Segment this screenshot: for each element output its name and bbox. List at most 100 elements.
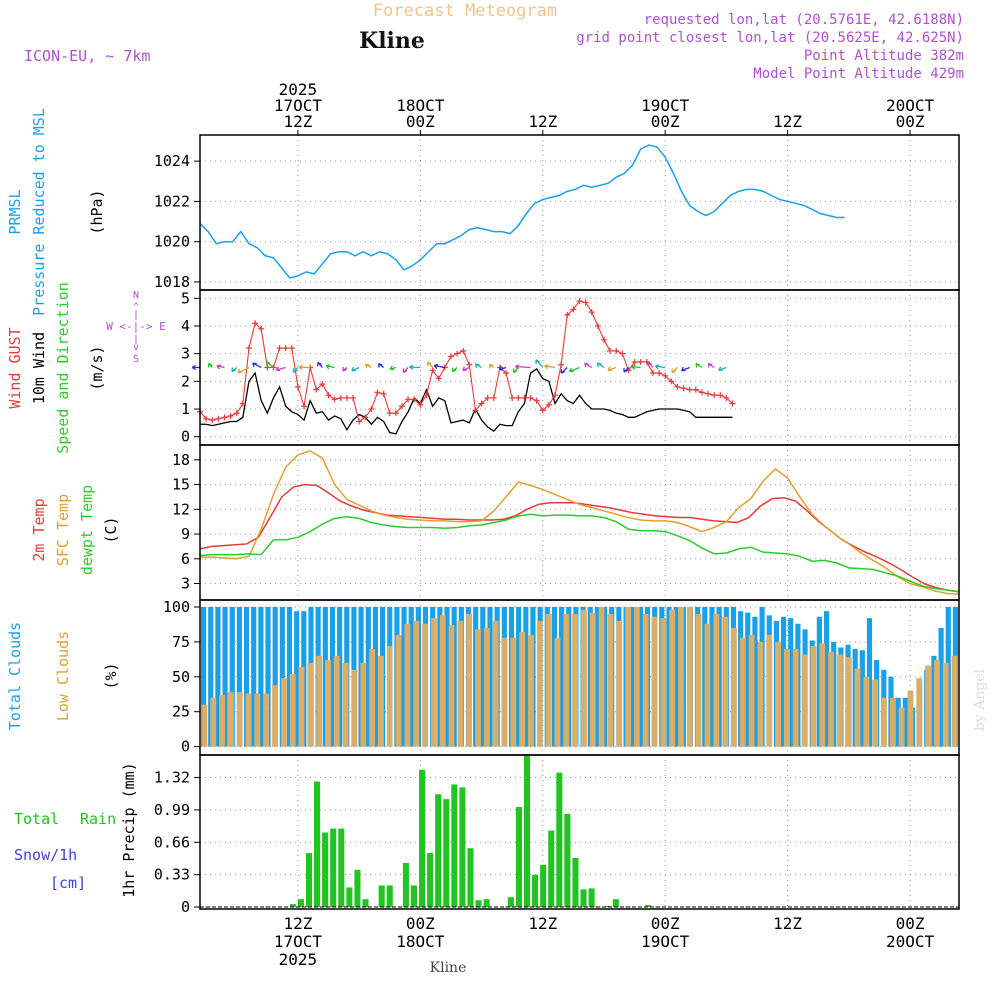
wind-gust-point <box>343 394 350 401</box>
low-cloud-bar <box>227 692 234 747</box>
low-cloud-bar <box>633 606 640 747</box>
wind-gust-point <box>600 336 607 343</box>
wind-gust-point <box>564 311 571 318</box>
wind-direction-arrowhead <box>535 359 540 364</box>
low-cloud-bar <box>307 662 314 747</box>
low-cloud-bar <box>492 620 499 747</box>
wind-gust-point <box>227 412 234 419</box>
wind-gust-point <box>558 361 565 368</box>
wind-direction-arrowhead <box>237 368 243 374</box>
y-tick-label: 1 <box>181 400 190 418</box>
low-cloud-bar <box>404 623 411 747</box>
low-cloud-bar <box>589 612 596 747</box>
wind-direction-arrowhead <box>647 361 653 367</box>
wind-direction-arrowhead <box>560 369 566 374</box>
wind-direction-arrowhead <box>695 362 700 368</box>
rain-bar <box>427 853 434 908</box>
rain-bar <box>297 899 304 908</box>
low-cloud-bar <box>422 623 428 747</box>
wind-gust-point <box>576 298 583 305</box>
wind-gust-point <box>411 396 418 403</box>
watermark: by Angel <box>972 668 988 731</box>
rain-bar <box>346 887 353 908</box>
wind-direction-arrowhead <box>298 364 303 370</box>
rain-bar <box>435 794 442 908</box>
time-label-top: 00Z <box>406 112 435 131</box>
wind-direction-arrowhead <box>317 361 322 367</box>
rain-bar <box>523 755 531 908</box>
panel-frame <box>199 444 960 601</box>
low-cloud-bar <box>219 694 225 747</box>
wind-gust-point <box>239 400 246 407</box>
rain-bar <box>467 848 474 908</box>
wind-gust-point <box>313 386 320 393</box>
low-cloud-bar <box>642 613 649 747</box>
wind-gust-point <box>509 394 516 401</box>
temp-dewpoint-line <box>199 513 960 593</box>
wind-gust-point <box>649 370 656 377</box>
wind-gust-point <box>233 410 240 417</box>
total-cloud-bar <box>859 650 865 747</box>
compass-up: ^ <box>133 302 139 313</box>
total-cloud-bar <box>286 606 293 747</box>
model-label: ICON-EU, ~ 7km <box>24 47 150 65</box>
compass-s: S <box>133 354 139 365</box>
time-label-bottom: 20OCT <box>886 932 935 951</box>
wind-direction-arrowhead <box>462 366 467 371</box>
rain-bar <box>451 784 458 908</box>
wind-gust-point <box>631 358 638 365</box>
wind-gust-point <box>245 345 252 352</box>
low-cloud-bar <box>386 646 393 747</box>
pressure-label-full: Pressure Reduced to MSL <box>30 108 48 316</box>
y-tick-label: 0.99 <box>154 801 190 819</box>
low-cloud-bar <box>845 657 852 747</box>
low-cloud-bar <box>236 692 243 747</box>
y-tick-label: 15 <box>172 476 190 494</box>
wind-gust-point <box>319 381 326 388</box>
time-label-bottom: 00Z <box>896 914 925 933</box>
wind-gust-point <box>478 400 485 407</box>
wind-gust-point <box>276 345 283 352</box>
total-cloud-bar <box>401 606 407 747</box>
wind-gust-point <box>619 350 626 357</box>
wind-gust-point <box>429 367 436 374</box>
time-label-bottom: 18OCT <box>396 932 445 951</box>
wind-gust-point <box>203 415 210 422</box>
total-cloud-bar <box>236 606 242 747</box>
wind-gust-point <box>686 386 693 393</box>
info-grid-coords: grid point closest lon,lat (20.5625E, 42… <box>576 30 964 46</box>
wind-gust-label: Wind GUST <box>6 327 24 408</box>
wind-direction-arrowhead <box>631 364 636 370</box>
wind-gust-point <box>454 350 461 357</box>
rain-bar <box>564 813 571 908</box>
temp-unit-label: (C) <box>102 516 120 543</box>
low-cloud-bar <box>748 634 755 747</box>
low-cloud-bar <box>333 655 340 747</box>
rain-bar <box>612 899 619 908</box>
total-cloud-bar <box>630 606 636 747</box>
low-cloud-bar <box>739 637 746 747</box>
wind-gust-line <box>199 300 733 423</box>
y-tick-label: 25 <box>172 703 190 721</box>
low-cloud-bar <box>713 613 720 747</box>
time-label-top: 12Z <box>528 112 557 131</box>
low-cloud-bar <box>360 662 367 747</box>
rain-bar <box>386 885 393 908</box>
time-label-top: 17OCT <box>274 96 323 115</box>
low-cloud-bar <box>775 641 781 747</box>
rain-bar <box>572 857 579 908</box>
wind-gust-point <box>539 407 546 414</box>
rain-bar <box>507 897 514 908</box>
info-model-altitude: Model Point Altitude 429m <box>753 66 964 82</box>
low-cloud-bar <box>280 678 287 747</box>
wind-gust-point <box>607 347 614 354</box>
y-tick-label: 3 <box>181 575 190 593</box>
low-cloud-bar <box>625 606 631 747</box>
pressure-unit-label: (hPa) <box>88 189 106 234</box>
wind-gust-point <box>331 396 338 403</box>
info-requested-coords: requested lon,lat (20.5761E, 42.6188N) <box>644 12 964 28</box>
wind-gust-point <box>374 389 381 396</box>
wind-direction-arrowhead <box>252 362 257 368</box>
low-cloud-bar <box>925 665 932 747</box>
total-cloud-bar <box>215 606 221 747</box>
